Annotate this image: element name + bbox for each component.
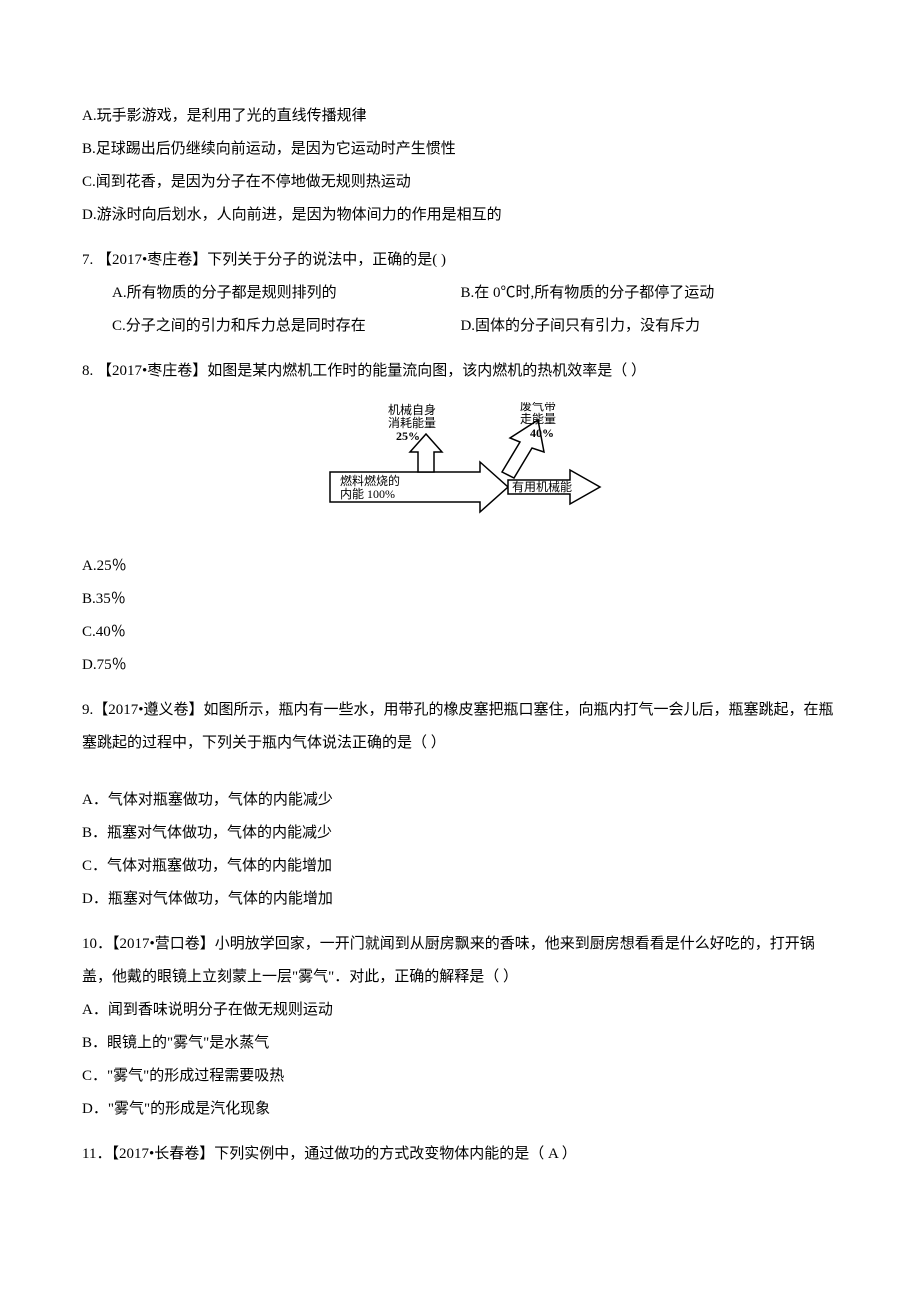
q11-header: 11．【2017•长春卷】下列实例中，通过做功的方式改变物体内能的是（ A ）: [82, 1138, 838, 1171]
q8-option-a: A.25％: [82, 550, 838, 583]
diagram-label-right3: 40%: [530, 426, 554, 440]
q10-header: 10．【2017•营口卷】小明放学回家，一开门就闻到从厨房飘来的香味，他来到厨房…: [82, 928, 838, 994]
q8-option-d: D.75％: [82, 649, 838, 682]
q6-option-b: B.足球踢出后仍继续向前运动，是因为它运动时产生惯性: [82, 133, 838, 166]
q7-option-c: C.分子之间的引力和斥力总是同时存在: [112, 310, 460, 343]
spacer: [82, 760, 838, 784]
q9-option-b: B．瓶塞对气体做功，气体的内能减少: [82, 817, 838, 850]
diagram-label-left1: 机械自身: [388, 402, 436, 417]
q8-option-b: B.35％: [82, 583, 838, 616]
q7-option-a: A.所有物质的分子都是规则排列的: [112, 277, 460, 310]
q10-option-b: B．眼镜上的"雾气"是水蒸气: [82, 1027, 838, 1060]
diagram-label-left3: 25%: [396, 429, 420, 443]
q8-option-c: C.40％: [82, 616, 838, 649]
q7-header: 7. 【2017•枣庄卷】下列关于分子的说法中，正确的是( ): [82, 244, 838, 277]
q9-header: 9.【2017•遵义卷】如图所示，瓶内有一些水，用带孔的橡皮塞把瓶口塞住，向瓶内…: [82, 694, 838, 760]
diagram-label-in1: 燃料燃烧的: [340, 473, 400, 488]
diagram-label-in2: 内能 100%: [340, 487, 395, 501]
q6-option-a: A.玩手影游戏，是利用了光的直线传播规律: [82, 100, 838, 133]
q7-row2: C.分子之间的引力和斥力总是同时存在 D.固体的分子间只有引力，没有斥力: [82, 310, 838, 343]
q8-diagram: 机械自身 消耗能量 25% 废气带 走能量 40% 燃料燃烧的 内能 100% …: [82, 402, 838, 532]
diagram-label-out: 有用机械能: [512, 479, 572, 494]
q7-row1: A.所有物质的分子都是规则排列的 B.在 0℃时,所有物质的分子都停了运动: [82, 277, 838, 310]
q9-option-c: C．气体对瓶塞做功，气体的内能增加: [82, 850, 838, 883]
q9-option-d: D．瓶塞对气体做功，气体的内能增加: [82, 883, 838, 916]
q7-option-b: B.在 0℃时,所有物质的分子都停了运动: [460, 277, 838, 310]
q10-option-c: C．"雾气"的形成过程需要吸热: [82, 1060, 838, 1093]
q7-option-d: D.固体的分子间只有引力，没有斥力: [460, 310, 838, 343]
diagram-label-left2: 消耗能量: [388, 416, 436, 430]
q9-option-a: A．气体对瓶塞做功，气体的内能减少: [82, 784, 838, 817]
q6-option-c: C.闻到花香，是因为分子在不停地做无规则热运动: [82, 166, 838, 199]
q8-header: 8. 【2017•枣庄卷】如图是某内燃机工作时的能量流向图，该内燃机的热机效率是…: [82, 355, 838, 388]
q6-option-d: D.游泳时向后划水，人向前进，是因为物体间力的作用是相互的: [82, 199, 838, 232]
q10-option-a: A．闻到香味说明分子在做无规则运动: [82, 994, 838, 1027]
q10-option-d: D．"雾气"的形成是汽化现象: [82, 1093, 838, 1126]
diagram-label-right2: 走能量: [520, 412, 556, 426]
